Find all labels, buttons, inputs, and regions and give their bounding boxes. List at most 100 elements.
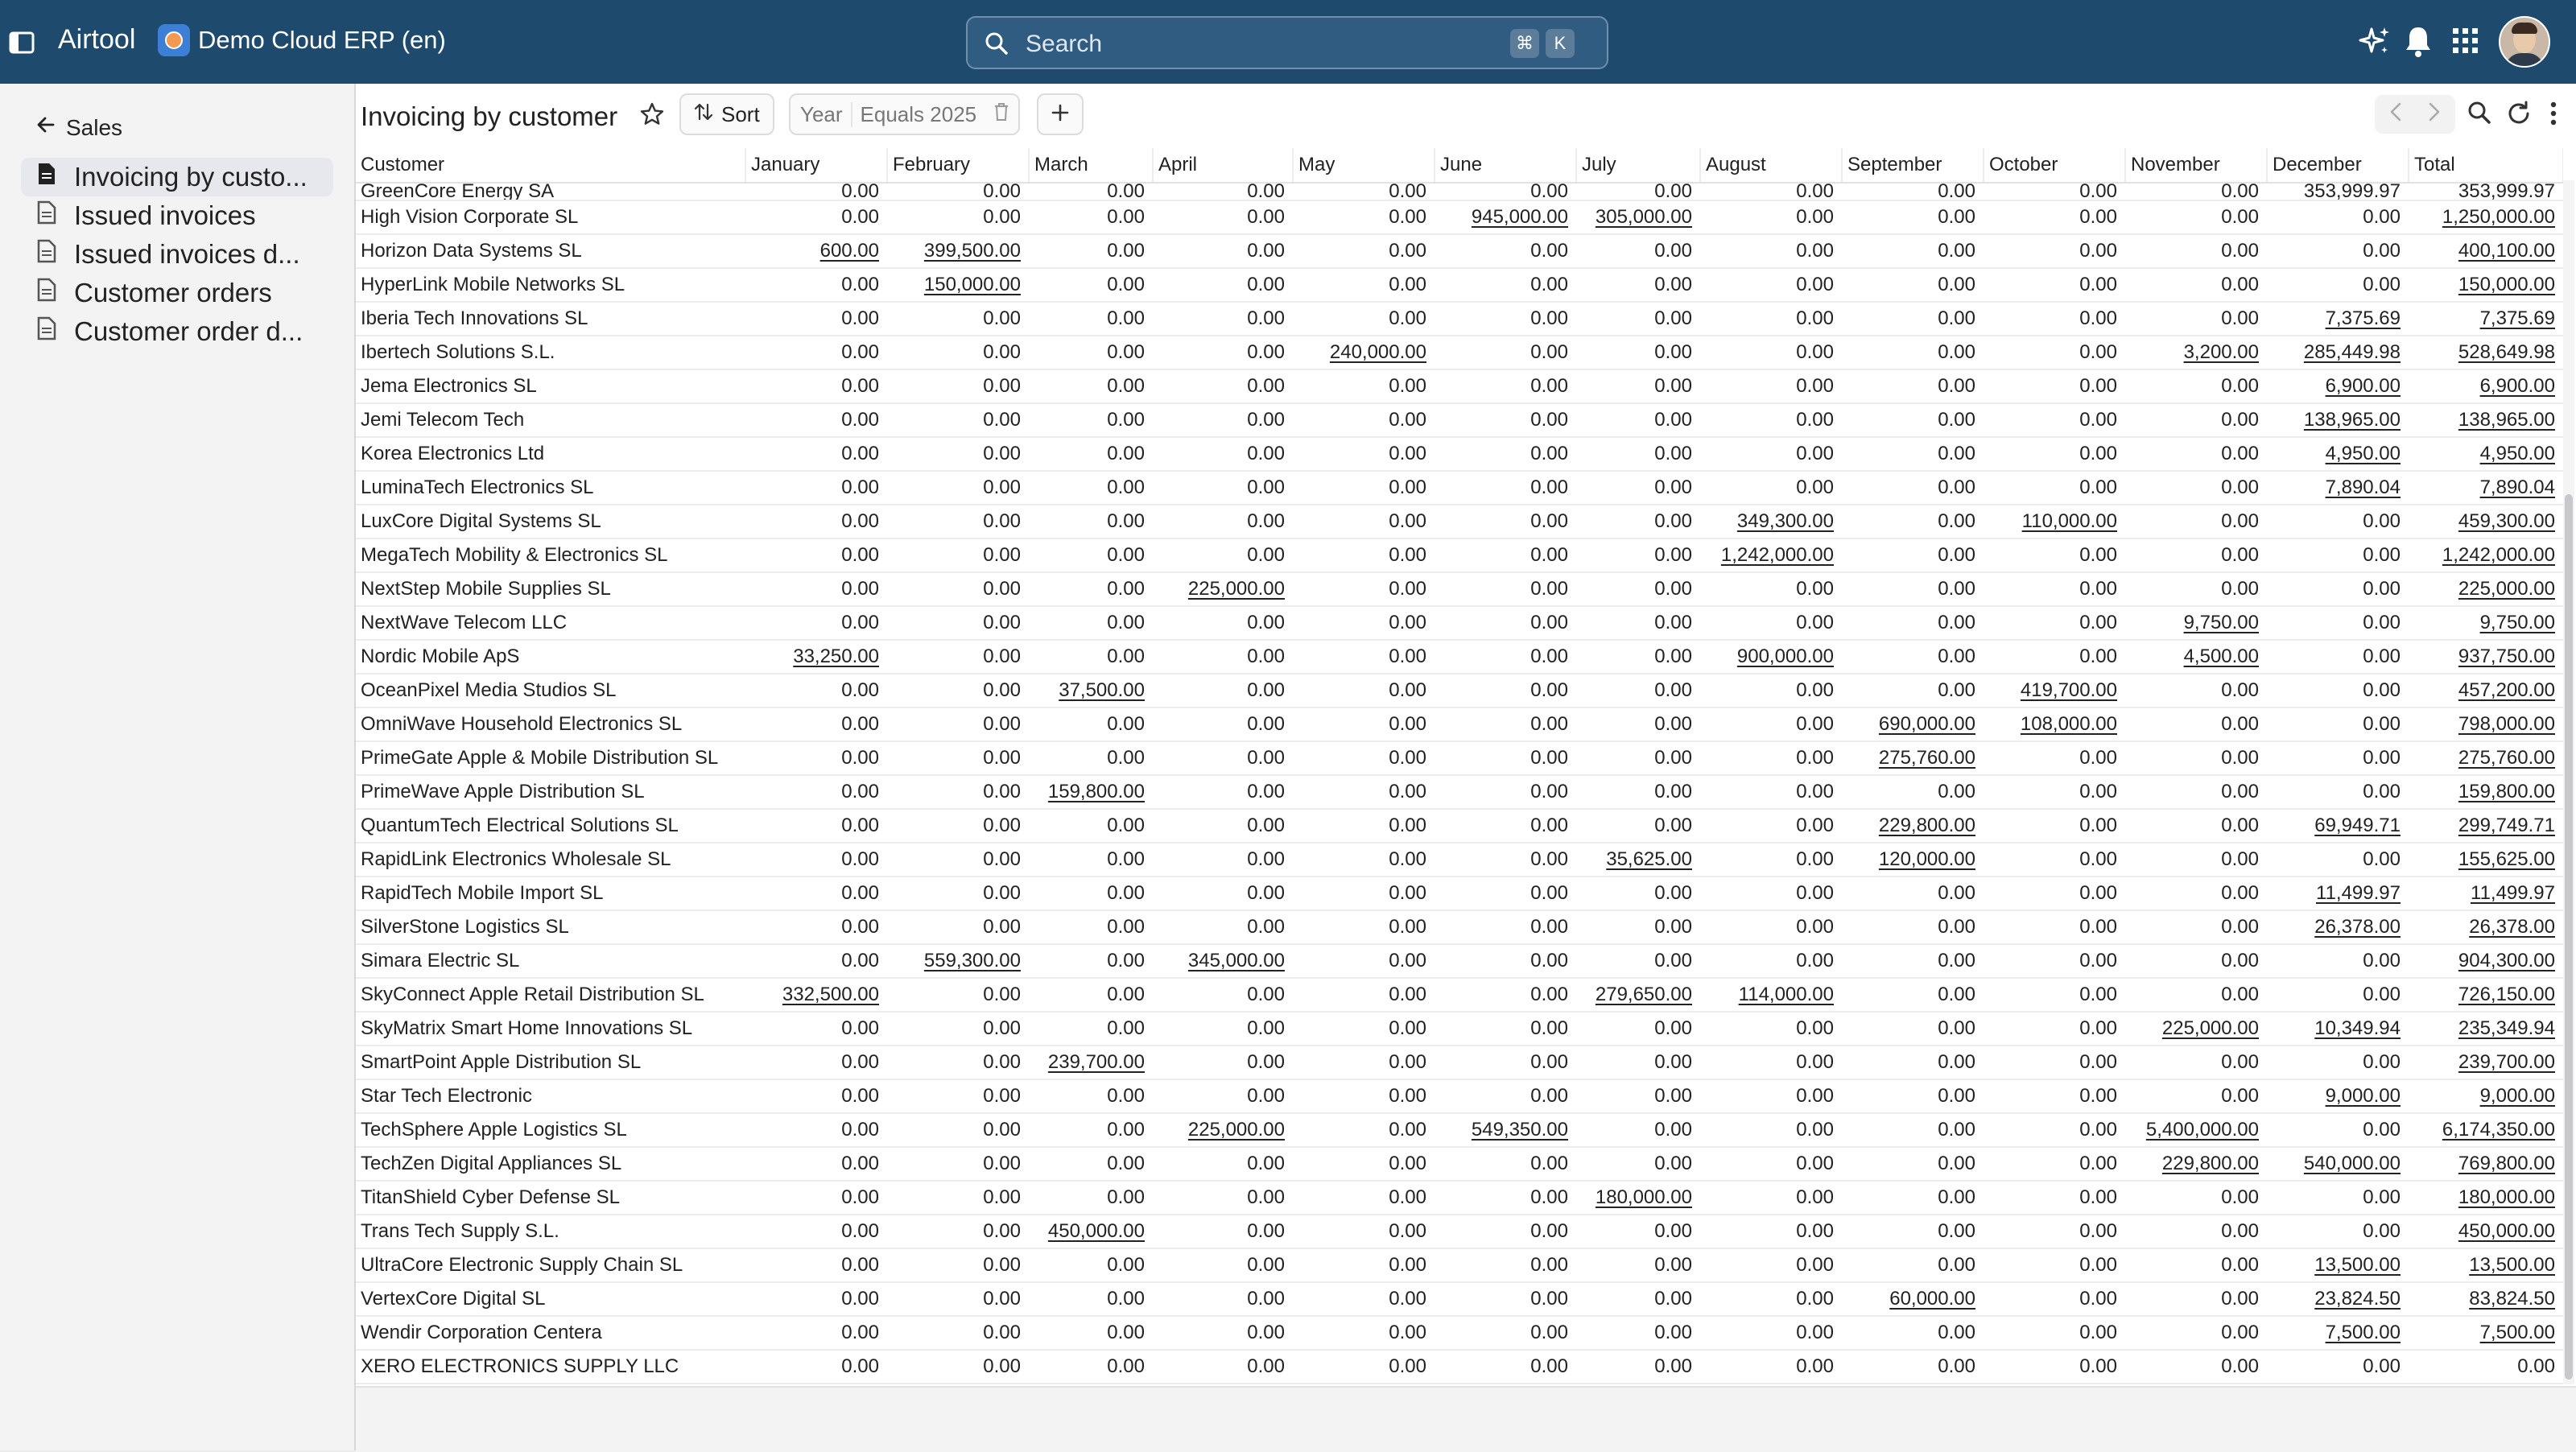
amount-link-cell[interactable]: 285,449.98 [2267, 336, 2409, 370]
table-row[interactable]: Iberia Tech Innovations SL 0.00 0.00 0.00 0.… [356, 302, 2563, 336]
amount-link-cell[interactable]: 108,000.00 [1984, 707, 2125, 742]
table-row[interactable]: QuantumTech Electrical Solutions SL 0.00 0… [356, 809, 2563, 844]
amount-link-cell[interactable]: 459,300.00 [2409, 505, 2563, 539]
amount-link-cell[interactable]: 9,000.00 [2409, 1079, 2563, 1114]
table-row[interactable]: LuminaTech Electronics SL 0.00 0.00 0.00 0.0… [356, 471, 2563, 505]
amount-link-cell[interactable]: 549,350.00 [1435, 1113, 1576, 1148]
table-row[interactable]: Nordic Mobile ApS 33,250.00 0.00 0.00 0.00 0.… [356, 640, 2563, 674]
amount-link-cell[interactable]: 13,500.00 [2409, 1248, 2563, 1283]
amount-link-cell[interactable]: 225,000.00 [1153, 1113, 1293, 1148]
amount-link-cell[interactable]: 155,625.00 [2409, 843, 2563, 877]
table-row[interactable]: SmartPoint Apple Distribution SL 0.00 0.00… [356, 1046, 2563, 1080]
amount-link-cell[interactable]: 4,950.00 [2409, 437, 2563, 472]
amount-link-cell[interactable]: 114,000.00 [1700, 978, 1842, 1013]
column-header-february[interactable]: February [887, 148, 1030, 184]
amount-link-cell[interactable]: 33,250.00 [745, 640, 887, 674]
company-switcher[interactable]: Demo Cloud ERP (en) [158, 24, 446, 56]
add-filter-button[interactable] [1037, 93, 1084, 135]
amount-link-cell[interactable]: 7,500.00 [2267, 1316, 2409, 1351]
column-header-december[interactable]: December [2267, 148, 2409, 184]
amount-link-cell[interactable]: 7,375.69 [2267, 302, 2409, 336]
amount-link-cell[interactable]: 229,800.00 [2125, 1147, 2267, 1182]
more-vertical-icon[interactable] [2545, 100, 2562, 131]
amount-link-cell[interactable]: 225,000.00 [1153, 572, 1293, 607]
amount-link-cell[interactable]: 1,242,000.00 [2409, 538, 2563, 573]
amount-link-cell[interactable]: 900,000.00 [1700, 640, 1842, 674]
table-row[interactable]: MegaTech Mobility & Electronics SL 0.00 0.… [356, 538, 2563, 573]
amount-link-cell[interactable]: 419,700.00 [1984, 674, 2125, 708]
amount-link-cell[interactable]: 275,760.00 [1842, 741, 1984, 776]
table-row[interactable]: High Vision Corporate SL 0.00 0.00 0.00 0.00… [356, 200, 2563, 235]
filter-chip[interactable]: Year Equals 2025 [789, 93, 1021, 135]
table-row[interactable]: Simara Electric SL 0.00 559,300.00 0.00 345,… [356, 944, 2563, 979]
table-row[interactable]: Jemi Telecom Tech 0.00 0.00 0.00 0.00 0.00 0.0… [356, 403, 2563, 438]
table-row[interactable]: Wendir Corporation Centera 0.00 0.00 0.00 0.… [356, 1316, 2563, 1351]
chevron-right-icon[interactable] [2421, 100, 2446, 128]
amount-link-cell[interactable]: 229,800.00 [1842, 809, 1984, 844]
amount-link-cell[interactable]: 11,499.97 [2409, 877, 2563, 911]
table-row[interactable]: HyperLink Mobile Networks SL 0.00 150,000.… [356, 268, 2563, 303]
amount-link-cell[interactable]: 945,000.00 [1435, 200, 1576, 235]
column-header-customer[interactable]: Customer [356, 148, 746, 184]
table-row[interactable]: Trans Tech Supply S.L. 0.00 0.00 450,000.00… [356, 1215, 2563, 1249]
table-row[interactable]: VertexCore Digital SL 0.00 0.00 0.00 0.00 0.0… [356, 1282, 2563, 1317]
sparkle-icon[interactable] [2357, 24, 2392, 64]
chevron-left-icon[interactable] [2384, 100, 2409, 128]
amount-link-cell[interactable]: 345,000.00 [1153, 944, 1293, 979]
column-header-october[interactable]: October [1984, 148, 2126, 184]
table-row[interactable]: Star Tech Electronic 0.00 0.00 0.00 0.00 0.00… [356, 1079, 2563, 1114]
sidebar-item-customer-orders[interactable]: Customer orders [21, 274, 333, 312]
table-row[interactable]: SilverStone Logistics SL 0.00 0.00 0.00 0.00… [356, 910, 2563, 945]
amount-link-cell[interactable]: 240,000.00 [1293, 336, 1435, 370]
table-row[interactable]: PrimeWave Apple Distribution SL 0.00 0.00 1… [356, 775, 2563, 810]
amount-link-cell[interactable]: 69,949.71 [2267, 809, 2409, 844]
amount-link-cell[interactable]: 239,700.00 [2409, 1046, 2563, 1080]
table-row[interactable]: Horizon Data Systems SL 600.00 399,500.00 0… [356, 234, 2563, 269]
column-header-march[interactable]: March [1029, 148, 1154, 184]
sidebar-item-issued-invoices[interactable]: Issued invoices [21, 196, 333, 235]
table-row[interactable]: OmniWave Household Electronics SL 0.00 0.0… [356, 707, 2563, 742]
amount-link-cell[interactable]: 450,000.00 [2409, 1215, 2563, 1249]
amount-link-cell[interactable]: 332,500.00 [745, 978, 887, 1013]
amount-link-cell[interactable]: 35,625.00 [1576, 843, 1700, 877]
table-row[interactable]: NextStep Mobile Supplies SL 0.00 0.00 0.00 2… [356, 572, 2563, 607]
amount-link-cell[interactable]: 6,174,350.00 [2409, 1113, 2563, 1148]
amount-link-cell[interactable]: 4,500.00 [2125, 640, 2267, 674]
amount-link-cell[interactable]: 353,999.97 [2267, 183, 2409, 201]
amount-link-cell[interactable]: 690,000.00 [1842, 707, 1984, 742]
amount-link-cell[interactable]: 904,300.00 [2409, 944, 2563, 979]
sidebar-item-invoicing-by-customer[interactable]: Invoicing by custo... [21, 158, 333, 196]
grid-icon[interactable] [2449, 24, 2481, 60]
amount-link-cell[interactable]: 400,100.00 [2409, 234, 2563, 269]
filter-value[interactable]: Equals 2025 [850, 101, 985, 127]
amount-link-cell[interactable]: 235,349.94 [2409, 1012, 2563, 1046]
table-row[interactable]: RapidLink Electronics Wholesale SL 0.00 0.… [356, 843, 2563, 877]
amount-link-cell[interactable]: 7,890.04 [2409, 471, 2563, 505]
table-row[interactable]: NextWave Telecom LLC 0.00 0.00 0.00 0.00 0.00… [356, 606, 2563, 641]
app-name[interactable]: Airtool [58, 24, 136, 55]
table-row[interactable]: TechSphere Apple Logistics SL 0.00 0.00 0.0… [356, 1113, 2563, 1148]
back-link[interactable]: Sales [35, 114, 122, 141]
amount-link-cell[interactable]: 4,950.00 [2267, 437, 2409, 472]
amount-link-cell[interactable]: 1,242,000.00 [1700, 538, 1842, 573]
amount-link-cell[interactable]: 6,900.00 [2409, 369, 2563, 404]
table-row[interactable]: Korea Electronics Ltd 0.00 0.00 0.00 0.00 0.0… [356, 437, 2563, 472]
search-input[interactable]: Search ⌘ K [966, 16, 1608, 69]
table-row[interactable]: TitanShield Cyber Defense SL 0.00 0.00 0.00… [356, 1181, 2563, 1215]
amount-link-cell[interactable]: 7,500.00 [2409, 1316, 2563, 1351]
table-row[interactable]: PrimeGate Apple & Mobile Distribution SL… [356, 741, 2563, 776]
amount-link-cell[interactable]: 11,499.97 [2267, 877, 2409, 911]
amount-link-cell[interactable]: 225,000.00 [2125, 1012, 2267, 1046]
star-icon[interactable] [639, 101, 665, 131]
amount-link-cell[interactable]: 559,300.00 [887, 944, 1029, 979]
column-header-june[interactable]: June [1435, 148, 1577, 184]
sidebar-item-issued-invoices-detail[interactable]: Issued invoices d... [21, 235, 333, 274]
column-header-april[interactable]: April [1153, 148, 1294, 184]
amount-link-cell[interactable]: 9,750.00 [2125, 606, 2267, 641]
table-row[interactable]: SkyConnect Apple Retail Distribution SL 3… [356, 978, 2563, 1013]
table-row[interactable]: LuxCore Digital Systems SL 0.00 0.00 0.00 0.… [356, 505, 2563, 539]
amount-link-cell[interactable]: 279,650.00 [1576, 978, 1700, 1013]
amount-link-cell[interactable]: 138,965.00 [2409, 403, 2563, 438]
column-header-september[interactable]: September [1842, 148, 1984, 184]
amount-link-cell[interactable]: 353,999.97 [2409, 183, 2563, 201]
